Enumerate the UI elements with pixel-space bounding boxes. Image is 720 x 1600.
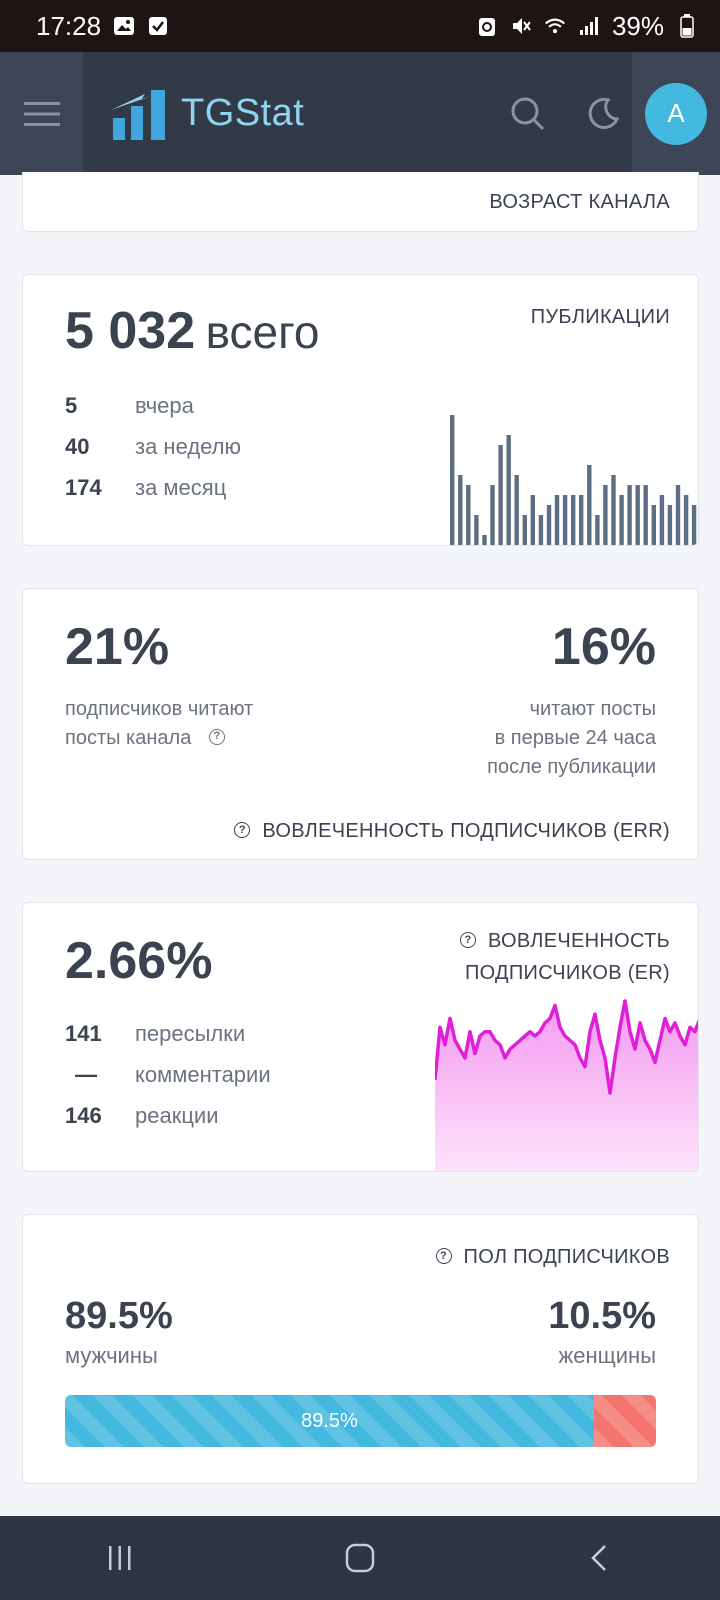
recycle-icon	[476, 15, 498, 37]
err-right-text-3: после публикации	[487, 756, 656, 778]
male-segment: 89.5%	[65, 1395, 594, 1447]
stat-row: 174 за месяц	[65, 475, 227, 500]
er-value: 2.66%	[65, 932, 213, 990]
publication-bar	[595, 515, 600, 545]
male-label: мужчины	[65, 1343, 158, 1368]
publication-bar	[474, 515, 479, 545]
stat-row: 146 реакции	[65, 1103, 219, 1128]
app-header: TGStat A	[0, 52, 720, 175]
search-icon[interactable]	[510, 96, 546, 132]
publication-bar	[651, 505, 656, 545]
err-left-text-2: посты канала	[65, 727, 192, 749]
image-notification-icon	[113, 15, 135, 37]
battery-percent: 39%	[611, 10, 664, 41]
publication-bar	[603, 485, 608, 545]
publication-bar	[667, 505, 673, 545]
stat-row: 141 пересылки	[65, 1021, 246, 1046]
publication-bar	[514, 475, 519, 545]
publication-bar	[635, 485, 640, 545]
er-line-chart	[435, 999, 698, 1171]
publication-bar	[450, 415, 455, 545]
er-card: ? ВОВЛЕЧЕННОСТЬ ПОДПИСЧИКОВ (ER) 2.66% 14…	[22, 902, 699, 1172]
male-value: 89.5%	[65, 1295, 173, 1337]
logo-text: TGStat	[181, 92, 305, 134]
channel-age-card: ВОЗРАСТ КАНАЛА	[22, 172, 699, 232]
publication-bar	[675, 485, 681, 545]
back-icon[interactable]	[585, 1543, 615, 1573]
tgstat-logo-icon	[111, 89, 165, 140]
publications-card: ПУБЛИКАЦИИ 5 032 всего 5 вчера 40 за нед…	[22, 274, 699, 546]
checkbox-notification-icon	[147, 15, 169, 37]
err-right-text-1: читают посты	[529, 698, 656, 720]
menu-button[interactable]	[0, 52, 83, 175]
publication-bar	[643, 485, 648, 545]
err-right-text-2: в первые 24 часа	[494, 727, 656, 749]
err-card-title: ? ВОВЛЕЧЕННОСТЬ ПОДПИСЧИКОВ (ERR)	[234, 815, 670, 847]
avatar[interactable]: A	[645, 82, 707, 145]
publication-bar	[571, 495, 576, 545]
publications-bar-chart	[450, 415, 697, 545]
dark-mode-moon-icon[interactable]	[586, 97, 620, 131]
system-nav-bar	[0, 1516, 720, 1600]
help-icon[interactable]: ?	[460, 931, 477, 948]
mute-icon	[510, 15, 532, 37]
er-card-title: ? ВОВЛЕЧЕННОСТЬ ПОДПИСЧИКОВ (ER)	[460, 925, 670, 989]
publication-bar	[579, 495, 584, 545]
err-card: 21% подписчиков читают посты канала ? 16…	[22, 588, 699, 860]
er-area	[435, 1001, 698, 1171]
publication-bar	[587, 465, 592, 545]
home-icon[interactable]	[344, 1542, 376, 1574]
signal-icon	[578, 15, 600, 37]
publication-bar	[506, 435, 511, 545]
help-icon[interactable]: ?	[208, 728, 225, 745]
publication-bar	[538, 515, 544, 545]
publication-bar	[659, 495, 665, 545]
publication-bar	[683, 495, 689, 545]
help-icon[interactable]: ?	[435, 1247, 452, 1264]
publication-bar	[466, 485, 471, 545]
female-segment	[593, 1395, 656, 1447]
recent-apps-icon[interactable]	[105, 1543, 135, 1573]
publication-bar	[554, 495, 560, 545]
publication-bar	[498, 445, 503, 545]
err-left-value: 21%	[65, 618, 170, 676]
status-bar: 17:28 39%	[0, 0, 720, 52]
stat-row: 5 вчера	[65, 393, 194, 418]
publication-bar	[458, 475, 463, 545]
hamburger-icon	[23, 101, 60, 126]
publications-total-suffix: всего	[205, 306, 320, 358]
tgstat-logo[interactable]: TGStat	[111, 88, 304, 140]
gender-progress-bar: 89.5%	[65, 1395, 656, 1447]
stat-row: 40 за неделю	[65, 434, 242, 459]
er-series-line	[435, 999, 698, 1095]
female-value: 10.5%	[548, 1295, 656, 1337]
publication-bar	[611, 475, 616, 545]
publication-bar	[530, 495, 535, 545]
publication-bar	[522, 515, 527, 545]
publication-bar	[490, 485, 495, 545]
stat-row: — комментарии	[75, 1062, 271, 1087]
card-title: ВОЗРАСТ КАНАЛА	[489, 191, 670, 213]
male-segment-label: 89.5%	[301, 1409, 358, 1432]
publication-bar	[546, 505, 552, 545]
publication-bar	[562, 495, 568, 545]
avatar-letter: A	[667, 98, 685, 128]
status-time: 17:28	[36, 10, 102, 41]
publications-total: 5 032	[65, 302, 196, 360]
help-icon[interactable]: ?	[234, 821, 251, 838]
publication-bar	[691, 505, 697, 545]
err-right-value: 16%	[551, 618, 656, 676]
card-title: ПУБЛИКАЦИИ	[530, 306, 670, 328]
avatar-container[interactable]: A	[632, 52, 720, 175]
err-left-text-1: подписчиков читают	[65, 698, 254, 720]
gender-card-title: ? ПОЛ ПОДПИСЧИКОВ	[435, 1241, 670, 1273]
publication-bar	[619, 495, 624, 545]
gender-card: ? ПОЛ ПОДПИСЧИКОВ 89.5% мужчины 10.5% жен…	[22, 1214, 699, 1484]
battery-icon	[676, 14, 698, 38]
publication-bar	[482, 535, 487, 545]
female-label: женщины	[558, 1343, 656, 1368]
publication-bar	[627, 485, 632, 545]
wifi-icon	[544, 15, 566, 37]
